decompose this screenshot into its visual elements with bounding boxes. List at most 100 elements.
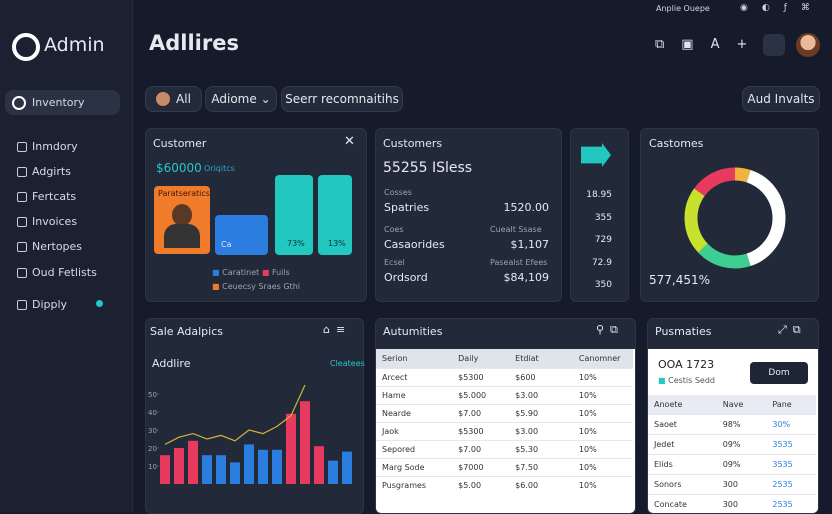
legend-text: Fuils	[272, 268, 290, 277]
bar	[300, 401, 310, 484]
cell: $6.00	[509, 477, 573, 495]
cell: 09%	[717, 435, 767, 455]
line	[165, 385, 305, 444]
card-icons[interactable]: ⤢⧉	[778, 323, 807, 337]
brand: Admin	[44, 34, 105, 56]
link[interactable]: Cleatees	[330, 359, 365, 368]
donut-segment	[699, 174, 735, 192]
nav-item[interactable]: Dipply	[32, 298, 67, 311]
cell: Nearde	[376, 405, 452, 423]
bar	[272, 450, 282, 484]
amount: $60000	[156, 161, 202, 175]
donut-value: 577,451%	[649, 273, 710, 287]
cell: $5.30	[509, 441, 573, 459]
row-label: Spatries	[384, 201, 429, 214]
nav-item[interactable]: Adgirts	[32, 165, 71, 178]
y-tick-label: 20	[148, 445, 157, 453]
button[interactable]: Dom	[750, 362, 808, 384]
bar	[188, 441, 198, 484]
bar	[258, 450, 268, 484]
cell: Arcect	[376, 369, 452, 387]
legend-text: Ceuecsy Sraes Gthi	[222, 282, 300, 291]
cell: 10%	[573, 387, 633, 405]
bar	[202, 455, 212, 484]
nav-icon	[17, 167, 27, 177]
text: Cestis Sedd	[668, 376, 715, 385]
card-icons[interactable]: ⚲⧉	[596, 323, 624, 337]
cell: $7.00	[452, 405, 509, 423]
cell: Saoet	[648, 415, 717, 435]
card-icons[interactable]: ⌂≡	[323, 323, 351, 336]
nav-item[interactable]: Nertopes	[32, 240, 82, 253]
filter-all[interactable]: All	[145, 86, 202, 112]
chart-subtitle: Addlire	[152, 357, 190, 370]
cell: 10%	[573, 423, 633, 441]
cell: $7.50	[509, 459, 573, 477]
filter-select[interactable]: Adiome ⌄	[205, 86, 277, 112]
y-tick-label: 40	[148, 409, 157, 417]
image-label: Paratseratics	[158, 189, 210, 198]
page-title: Adllires	[149, 31, 239, 55]
bar	[328, 461, 338, 484]
cell: 300	[717, 475, 767, 495]
link[interactable]: Oriqitcs	[204, 164, 235, 173]
bar	[286, 414, 296, 484]
headline: 55255 ISless	[383, 160, 472, 176]
cell: 10%	[573, 405, 633, 423]
cell: 10%	[573, 369, 633, 387]
cell: 98%	[717, 415, 767, 435]
cell: $7000	[452, 459, 509, 477]
cell: Jedet	[648, 435, 717, 455]
cell: 300	[717, 495, 767, 514]
cell: Pusgrames	[376, 477, 452, 495]
nav-icon	[12, 96, 26, 110]
nav-item[interactable]: Inmdory	[32, 140, 78, 153]
cell: $5300	[452, 369, 509, 387]
column-header: Anoete	[648, 395, 717, 415]
nav-item[interactable]: Oud Fetlists	[32, 266, 97, 279]
caption: Cosses	[384, 188, 412, 197]
close[interactable]: ✕	[344, 134, 355, 149]
nav-item[interactable]: Fertcats	[32, 190, 76, 203]
donut-segment	[749, 176, 779, 260]
y-tick-label: 50	[148, 391, 157, 399]
block-label: 13%	[328, 239, 346, 248]
avatar[interactable]	[796, 33, 820, 57]
cell: $7.00	[452, 441, 509, 459]
nav-icon	[17, 242, 27, 252]
nav-item[interactable]: Inventory	[32, 96, 85, 109]
search[interactable]: Seerr recomnaitihs	[281, 86, 403, 112]
cell: 10%	[573, 441, 633, 459]
value: 355	[595, 213, 612, 223]
cell: 3535	[766, 455, 816, 475]
nav-item[interactable]: Invoices	[32, 215, 77, 228]
cell: Jaok	[376, 423, 452, 441]
donut-segment	[703, 248, 749, 262]
card-title: Castomes	[649, 137, 703, 150]
donut-segment	[735, 174, 749, 176]
nav-icon	[17, 217, 27, 227]
icon-button[interactable]	[763, 34, 785, 56]
card-title: Sale Adalpics	[150, 325, 223, 338]
column-header: Canomner	[573, 349, 633, 369]
value: 350	[595, 280, 612, 290]
nav-icon	[17, 142, 27, 152]
header-icons[interactable]: ⧉▣A+	[655, 37, 764, 52]
payment-id: OOA 1723	[658, 358, 714, 371]
cell: 10%	[573, 477, 633, 495]
cell: $600	[509, 369, 573, 387]
y-tick-label: 30	[148, 427, 157, 435]
action-button[interactable]: Aud Invalts	[742, 86, 820, 112]
legend-text: Caratinet	[222, 268, 259, 277]
card-title: Customer	[153, 137, 206, 150]
donut-chart	[640, 160, 817, 280]
column-header: Nave	[717, 395, 767, 415]
